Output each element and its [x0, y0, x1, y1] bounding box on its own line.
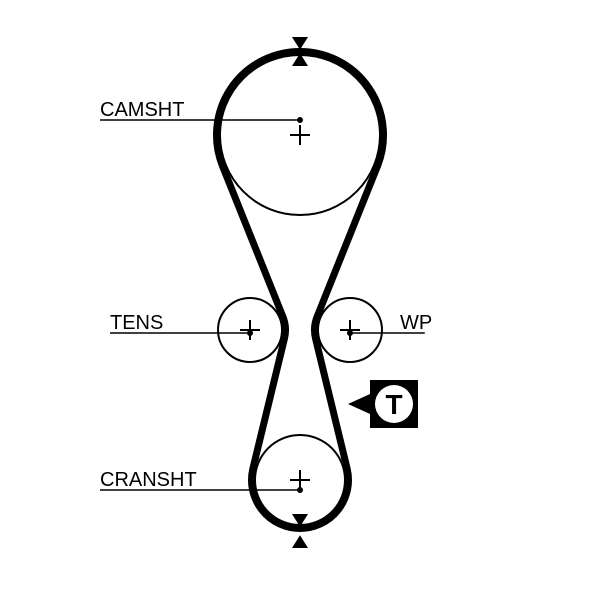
camshaft-pulley: [220, 55, 380, 215]
crankshaft-pulley: [255, 435, 345, 525]
t-marker-icon: T: [348, 380, 418, 428]
tensioner-label: TENS: [110, 312, 253, 336]
crankshaft-label: CRANSHT: [100, 469, 303, 493]
belt-path: [217, 52, 384, 529]
t-marker-letter: T: [385, 389, 402, 420]
waterpump-label: WP: [347, 312, 432, 336]
timing-belt-diagram: CAMSHT TENS WP CRANSHT T: [0, 0, 600, 589]
label-text: WP: [400, 312, 432, 334]
camshaft-label: CAMSHT: [100, 99, 303, 123]
label-text: CAMSHT: [100, 99, 184, 121]
label-text: CRANSHT: [100, 469, 197, 491]
label-text: TENS: [110, 312, 163, 334]
